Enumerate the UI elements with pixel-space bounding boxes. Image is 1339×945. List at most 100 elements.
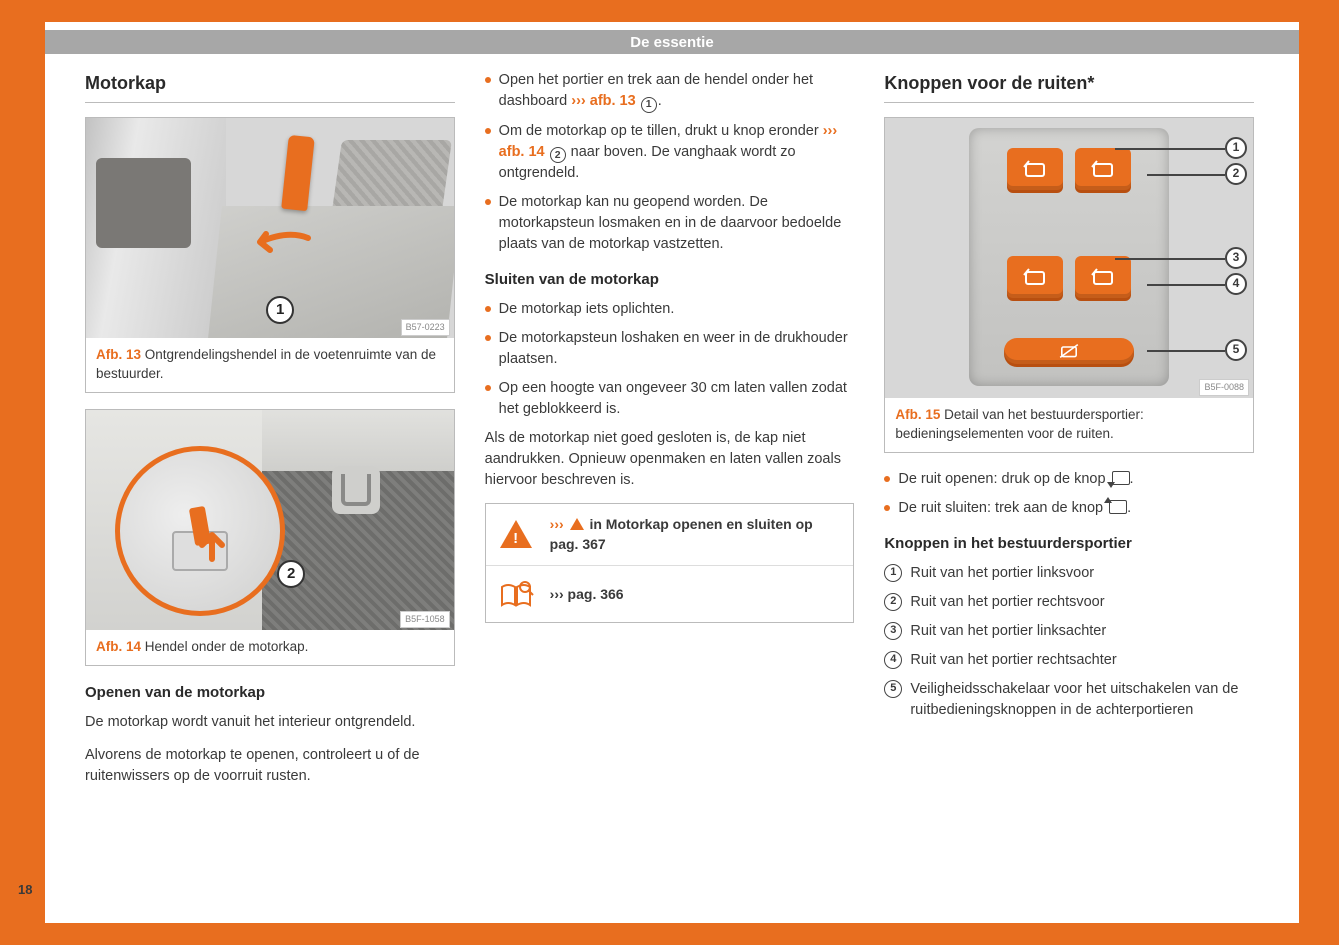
- list-item: 4Ruit van het portier rechtsachter: [884, 650, 1254, 671]
- list-number-icon: 5: [884, 680, 902, 698]
- window-up-icon: [1109, 500, 1127, 514]
- warning-triangle-icon: [498, 516, 534, 552]
- cross-ref: ››› afb. 13: [571, 93, 635, 109]
- window-button-icon: [1075, 148, 1131, 190]
- manual-book-icon: [498, 576, 534, 612]
- bullet-text: De motorkap kan nu geopend worden. De mo…: [499, 192, 855, 255]
- figure-14-callout: 2: [277, 560, 305, 588]
- bullet-dot-icon: [485, 77, 491, 83]
- bullet-dot-icon: [485, 335, 491, 341]
- figure-15-caption: Afb. 15 Detail van het bestuurdersportie…: [885, 398, 1253, 452]
- bullet-item: De motorkap kan nu geopend worden. De mo…: [485, 192, 855, 255]
- figure-15-callout: 3: [1225, 247, 1247, 269]
- paragraph: Alvorens de motorkap te openen, controle…: [85, 745, 455, 787]
- list-item-text: Ruit van het portier rechtsvoor: [910, 592, 1104, 613]
- info-ref-prefix: ›››: [550, 516, 568, 532]
- figure-14: 2 B5F-1058 Afb. 14 Hendel onder de motor…: [85, 409, 455, 666]
- bullet-text: De motorkap iets oplichten.: [499, 299, 675, 320]
- bullet-text: .: [1130, 471, 1134, 487]
- bullet-item: De ruit sluiten: trek aan de knop .: [884, 498, 1254, 519]
- window-button-icon: [1075, 256, 1131, 298]
- figure-15-callout: 1: [1225, 137, 1247, 159]
- bullet-item: De motorkapsteun loshaken en weer in de …: [485, 328, 855, 370]
- bullet-dot-icon: [485, 306, 491, 312]
- top-banner: De essentie: [45, 30, 1299, 54]
- subhead-knoppen-portier: Knoppen in het bestuurdersportier: [884, 533, 1254, 555]
- bullet-text: De motorkapsteun loshaken en weer in de …: [499, 328, 855, 370]
- figure-15-label: Afb. 15: [895, 407, 940, 422]
- detail-bubble-icon: [115, 446, 285, 616]
- bullet-dot-icon: [485, 128, 491, 134]
- list-item-text: Ruit van het portier linksvoor: [910, 563, 1094, 584]
- list-number-icon: 4: [884, 651, 902, 669]
- callout-ref-icon: 2: [550, 147, 566, 163]
- list-item-text: Veiligheidsschakelaar voor het uitschake…: [910, 679, 1254, 721]
- list-item-text: Ruit van het portier linksachter: [910, 621, 1106, 642]
- figure-15-callout: 4: [1225, 273, 1247, 295]
- subhead-open-motorkap: Openen van de motorkap: [85, 682, 455, 704]
- figure-13-callout: 1: [266, 296, 294, 324]
- figure-13-code: B57-0223: [401, 319, 450, 336]
- bullet-text: .: [1127, 500, 1131, 516]
- list-item: 2 Ruit van het portier rechtsvoor: [884, 592, 1254, 613]
- figure-15-callout: 5: [1225, 339, 1247, 361]
- window-button-icon: [1007, 256, 1063, 298]
- subhead-close-motorkap: Sluiten van de motorkap: [485, 269, 855, 291]
- column-3: Knoppen voor de ruiten*: [884, 70, 1254, 905]
- bonnet-release-lever-icon: [281, 135, 315, 211]
- window-lock-button-icon: [1004, 338, 1134, 364]
- bullet-dot-icon: [485, 385, 491, 391]
- info-text: ››› pag. 366: [550, 584, 624, 604]
- bullet-item: De ruit openen: druk op de knop .: [884, 469, 1254, 490]
- figure-15-code: B5F-0088: [1199, 379, 1249, 396]
- bullet-item: De motorkap iets oplichten.: [485, 299, 855, 320]
- figure-13-image: 1 B57-0223: [86, 118, 454, 338]
- list-item: 3 Ruit van het portier linksachter: [884, 621, 1254, 642]
- bullet-item: Open het portier en trek aan de hendel o…: [485, 70, 855, 113]
- list-number-icon: 3: [884, 622, 902, 640]
- figure-14-caption: Afb. 14 Hendel onder de motorkap.: [86, 630, 454, 665]
- info-row-warning: ››› in Motorkap openen en sluiten op pag…: [486, 504, 854, 565]
- figure-14-image: 2 B5F-1058: [86, 410, 454, 630]
- callout-ref-icon: 1: [641, 97, 657, 113]
- figure-14-code: B5F-1058: [400, 611, 450, 628]
- column-1: Motorkap 1 B57-0223: [85, 70, 455, 905]
- bullet-text: De ruit sluiten: trek aan de knop: [898, 500, 1107, 516]
- paragraph: De motorkap wordt vanuit het interieur o…: [85, 712, 455, 733]
- figure-15-image: 1 2 3 4 5 B5F-0088: [885, 118, 1253, 398]
- page-number: 18: [18, 882, 32, 897]
- pull-arrow-icon: [248, 228, 318, 258]
- section-title-motorkap: Motorkap: [85, 70, 455, 103]
- page-frame: 18 De essentie Motorkap 1: [0, 0, 1339, 945]
- info-row-manual: ››› pag. 366: [486, 565, 854, 622]
- bullet-dot-icon: [485, 199, 491, 205]
- info-text: in Motorkap openen en sluiten op pag. 36…: [550, 516, 813, 552]
- figure-15-callout: 2: [1225, 163, 1247, 185]
- bullet-text: De ruit openen: druk op de knop: [898, 471, 1109, 487]
- figure-13-label: Afb. 13: [96, 347, 141, 362]
- push-up-arrow-icon: [192, 525, 232, 565]
- content-columns: Motorkap 1 B57-0223: [85, 70, 1254, 905]
- column-2: Open het portier en trek aan de hendel o…: [485, 70, 855, 905]
- figure-13: 1 B57-0223 Afb. 13 Ontgrendelingshendel …: [85, 117, 455, 393]
- list-item: 5 Veiligheidsschakelaar voor het uitschak…: [884, 679, 1254, 721]
- brand-logo-icon: [332, 466, 380, 514]
- section-title-ruiten: Knoppen voor de ruiten*: [884, 70, 1254, 103]
- figure-13-caption-text: Ontgrendelingshendel in de voetenruimte …: [96, 347, 436, 381]
- list-number-icon: 1: [884, 564, 902, 582]
- bullet-item: Op een hoogte van ongeveer 30 cm laten v…: [485, 378, 855, 420]
- info-box: ››› in Motorkap openen en sluiten op pag…: [485, 503, 855, 623]
- door-control-panel-icon: [969, 128, 1169, 386]
- paragraph: Als de motorkap niet goed gesloten is, d…: [485, 428, 855, 491]
- numbered-list: 1 Ruit van het portier linksvoor 2 Ruit va…: [884, 563, 1254, 721]
- bullet-text: .: [658, 93, 662, 109]
- bullet-text: Om de motorkap op te tillen, drukt u kno…: [499, 123, 823, 139]
- figure-13-caption: Afb. 13 Ontgrendelingshendel in de voete…: [86, 338, 454, 392]
- window-button-icon: [1007, 148, 1063, 190]
- figure-14-label: Afb. 14: [96, 639, 141, 654]
- list-number-icon: 2: [884, 593, 902, 611]
- banner-title: De essentie: [630, 34, 713, 51]
- bullet-item: Om de motorkap op te tillen, drukt u kno…: [485, 121, 855, 185]
- figure-15: 1 2 3 4 5 B5F-0088 Afb. 15 Detail van he…: [884, 117, 1254, 453]
- window-down-icon: [1112, 471, 1130, 485]
